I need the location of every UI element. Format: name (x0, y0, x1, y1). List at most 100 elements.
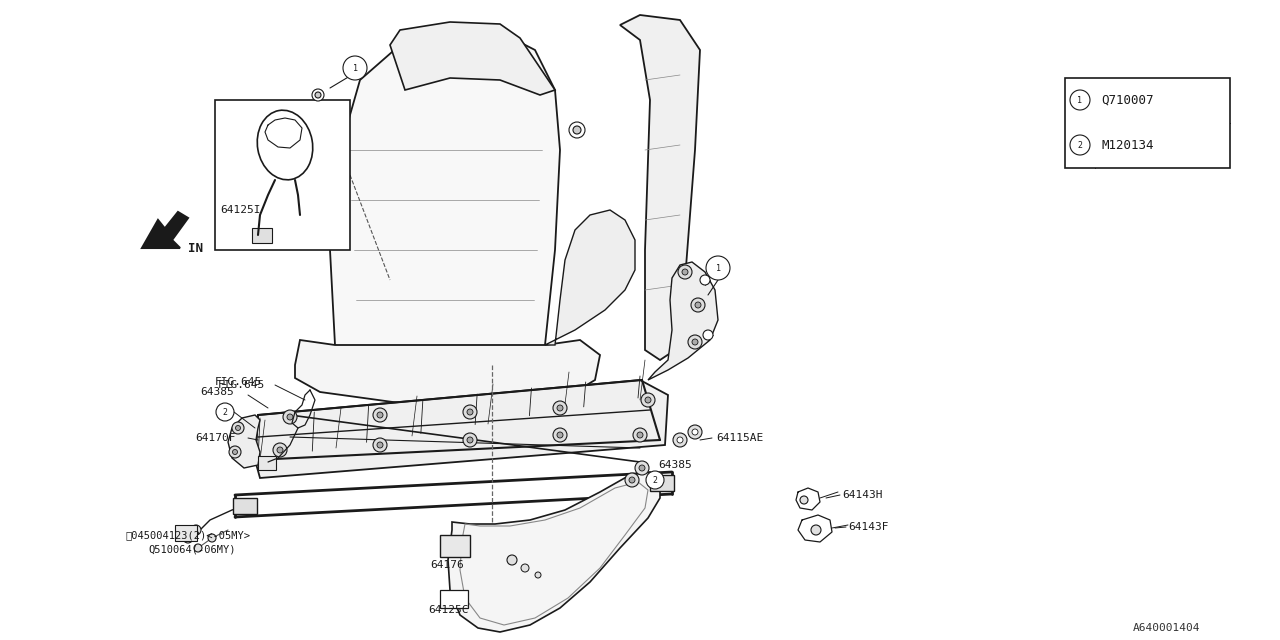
Circle shape (236, 426, 241, 431)
Circle shape (625, 473, 639, 487)
Circle shape (191, 525, 201, 535)
Circle shape (673, 433, 687, 447)
Text: 64176: 64176 (430, 560, 463, 570)
Bar (650, 475, 675, 491)
Polygon shape (330, 30, 561, 372)
Circle shape (645, 397, 652, 403)
Polygon shape (648, 262, 718, 380)
Circle shape (700, 275, 710, 285)
Circle shape (195, 544, 202, 552)
Text: Q710007: Q710007 (1101, 93, 1153, 106)
Text: Q510064(-06MY): Q510064(-06MY) (148, 545, 236, 555)
Text: 1: 1 (1078, 95, 1083, 104)
Circle shape (641, 393, 655, 407)
Circle shape (276, 447, 283, 453)
Circle shape (677, 437, 684, 443)
Circle shape (553, 401, 567, 415)
Circle shape (233, 449, 238, 454)
Polygon shape (294, 340, 600, 405)
Circle shape (378, 412, 383, 418)
Polygon shape (142, 212, 188, 248)
Bar (1065, 78, 1230, 168)
Text: 2: 2 (653, 476, 658, 484)
Circle shape (707, 256, 730, 280)
Circle shape (467, 437, 474, 443)
Circle shape (692, 339, 698, 345)
Text: 64143F: 64143F (849, 522, 888, 532)
Text: FIG.645: FIG.645 (215, 377, 262, 387)
Circle shape (216, 403, 234, 421)
Text: A640001404: A640001404 (1133, 623, 1201, 633)
Text: 64385: 64385 (658, 460, 691, 470)
Circle shape (812, 525, 820, 535)
Circle shape (535, 572, 541, 578)
Circle shape (628, 477, 635, 483)
Circle shape (283, 410, 297, 424)
Circle shape (467, 409, 474, 415)
Bar (440, 590, 468, 608)
Circle shape (678, 265, 692, 279)
Circle shape (229, 446, 241, 458)
Circle shape (692, 429, 698, 435)
Text: FIG.645: FIG.645 (218, 380, 265, 390)
Circle shape (372, 438, 387, 452)
Circle shape (287, 414, 293, 420)
Bar (233, 498, 257, 514)
Polygon shape (448, 472, 660, 632)
Circle shape (1070, 135, 1091, 155)
Text: 1: 1 (352, 63, 357, 72)
Circle shape (463, 405, 477, 419)
Circle shape (570, 122, 585, 138)
Circle shape (557, 405, 563, 411)
Bar (252, 228, 273, 243)
Circle shape (691, 298, 705, 312)
Text: 2: 2 (223, 408, 228, 417)
Text: 64143H: 64143H (842, 490, 882, 500)
Circle shape (689, 335, 701, 349)
Circle shape (703, 330, 713, 340)
Circle shape (637, 432, 643, 438)
Circle shape (521, 564, 529, 572)
Bar (175, 525, 197, 541)
Circle shape (183, 533, 193, 543)
Circle shape (273, 443, 287, 457)
Polygon shape (228, 415, 260, 468)
Bar (259, 456, 276, 470)
Text: 64125C: 64125C (428, 605, 468, 615)
Text: 64385: 64385 (200, 387, 234, 397)
Text: 64115AE: 64115AE (716, 433, 763, 443)
Circle shape (573, 126, 581, 134)
Circle shape (695, 302, 701, 308)
Text: Ⓜ045004123(2)<-05MY>: Ⓜ045004123(2)<-05MY> (125, 530, 250, 540)
Polygon shape (255, 380, 668, 478)
Circle shape (463, 433, 477, 447)
Circle shape (232, 422, 244, 434)
Text: 1: 1 (716, 264, 721, 273)
Circle shape (557, 432, 563, 438)
Bar (215, 100, 349, 250)
Circle shape (343, 56, 367, 80)
Circle shape (800, 496, 808, 504)
Circle shape (639, 465, 645, 471)
Circle shape (682, 269, 689, 275)
Text: IN: IN (188, 241, 204, 255)
Circle shape (646, 471, 664, 489)
Polygon shape (390, 22, 556, 95)
Circle shape (635, 461, 649, 475)
Polygon shape (545, 210, 635, 345)
Polygon shape (620, 15, 700, 360)
Circle shape (1070, 90, 1091, 110)
Circle shape (312, 89, 324, 101)
Circle shape (378, 442, 383, 448)
Text: 2: 2 (1078, 141, 1083, 150)
Text: 64125I: 64125I (220, 205, 261, 215)
Circle shape (372, 408, 387, 422)
Circle shape (209, 534, 216, 542)
Circle shape (507, 555, 517, 565)
Bar (440, 535, 470, 557)
Circle shape (553, 428, 567, 442)
Text: M120134: M120134 (1101, 138, 1153, 152)
Text: 64170F: 64170F (195, 433, 236, 443)
Circle shape (689, 425, 701, 439)
Circle shape (634, 428, 646, 442)
